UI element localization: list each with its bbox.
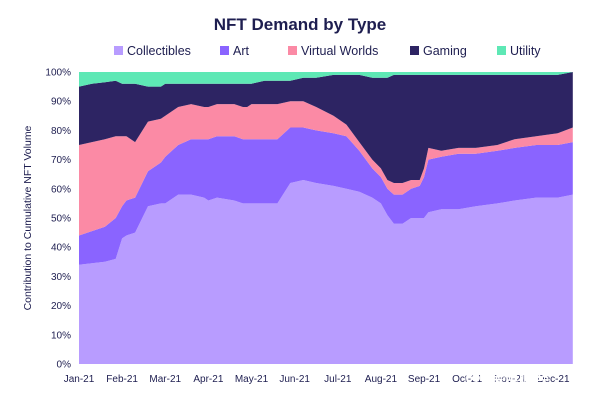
x-tick-label: Jul-21 <box>324 374 352 385</box>
legend-label: Gaming <box>423 44 467 58</box>
y-tick-label: 80% <box>51 126 71 137</box>
x-tick-label: Jan-21 <box>64 374 95 385</box>
x-tick-label: Jun-21 <box>279 374 310 385</box>
legend-swatch <box>288 46 297 55</box>
y-tick-label: 90% <box>51 97 71 108</box>
legend-swatch <box>497 46 506 55</box>
legend-label: Art <box>233 44 250 58</box>
x-tick-label: Dec-21 <box>537 374 570 385</box>
y-tick-label: 0% <box>57 360 72 371</box>
y-tick-label: 50% <box>51 214 71 225</box>
x-tick-label: Nov-21 <box>494 374 527 385</box>
area-gaming <box>79 72 573 183</box>
legend: Collectibles Art Virtual Worlds Gaming Utili… <box>114 44 541 58</box>
legend-item-art: Art <box>220 44 250 58</box>
y-axis-ticks: 0% 10% 20% 30% 40% 50% 60% 70% 80% 90% 100% <box>45 68 71 371</box>
chart-title: NFT Demand by Type <box>214 15 387 34</box>
area-utility <box>79 72 573 87</box>
legend-swatch <box>410 46 419 55</box>
y-tick-label: 70% <box>51 155 71 166</box>
watermark-text: 金色财经 <box>488 370 549 388</box>
legend-label: Collectibles <box>127 44 191 58</box>
area-collectibles <box>79 180 573 364</box>
coin-logo-icon <box>466 368 486 388</box>
x-tick-label: Sep-21 <box>408 374 441 385</box>
y-tick-label: 30% <box>51 272 71 283</box>
x-tick-label: Feb-21 <box>106 374 138 385</box>
legend-swatch <box>220 46 229 55</box>
y-tick-label: 60% <box>51 184 71 195</box>
y-tick-label: 10% <box>51 330 71 341</box>
legend-item-collectibles: Collectibles <box>114 44 191 58</box>
x-tick-label: Apr-21 <box>193 374 223 385</box>
x-tick-label: Mar-21 <box>149 374 181 385</box>
x-tick-label: May-21 <box>235 374 269 385</box>
y-tick-label: 100% <box>45 68 71 79</box>
watermark: 金色财经 <box>466 368 549 388</box>
legend-item-utility: Utility <box>497 44 541 58</box>
legend-item-gaming: Gaming <box>410 44 467 58</box>
legend-item-virtual-worlds: Virtual Worlds <box>288 44 378 58</box>
area-art <box>79 127 573 265</box>
legend-swatch <box>114 46 123 55</box>
stacked-areas <box>79 72 573 364</box>
x-tick-label: Aug-21 <box>365 374 398 385</box>
legend-label: Virtual Worlds <box>301 44 378 58</box>
y-tick-label: 20% <box>51 301 71 312</box>
legend-label: Utility <box>510 44 541 58</box>
y-tick-label: 40% <box>51 243 71 254</box>
area-virtual-worlds <box>79 101 573 236</box>
y-axis-title: Contribution to Cumulative NFT Volume <box>22 125 34 310</box>
